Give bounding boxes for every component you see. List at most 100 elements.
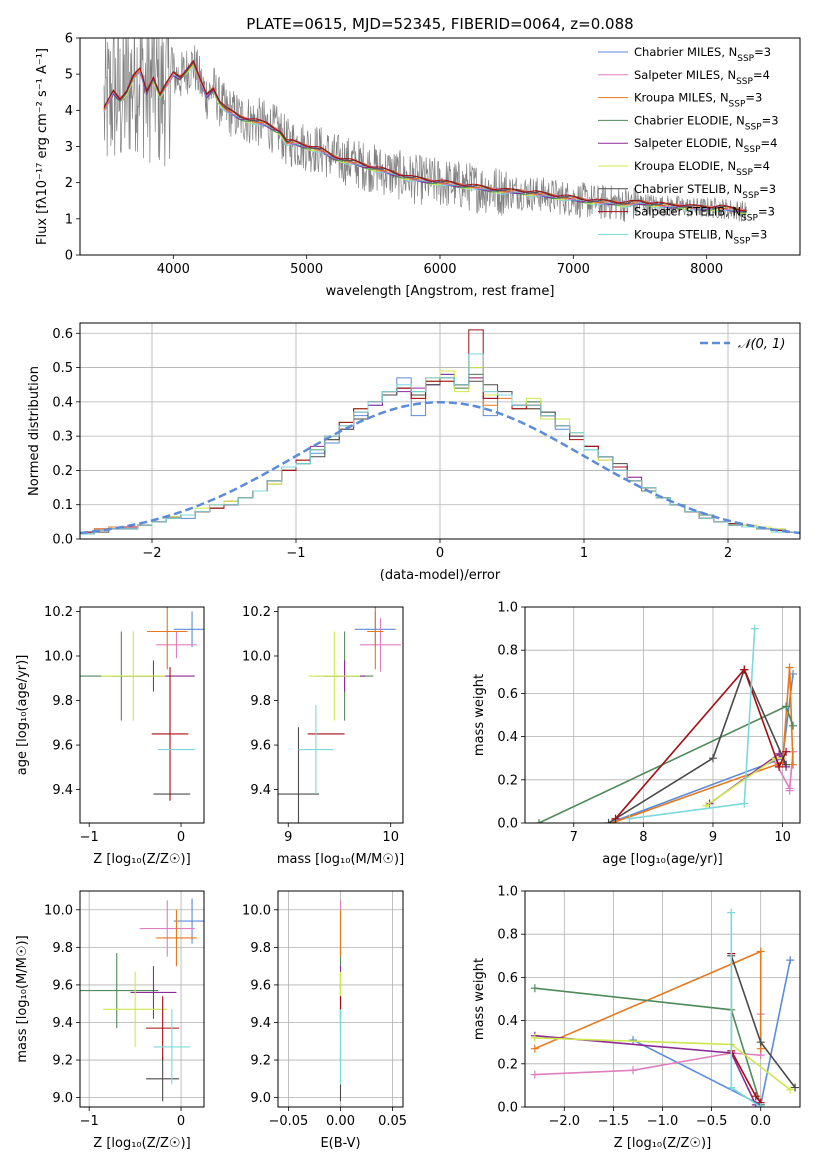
x-tick-label: 4000	[157, 262, 190, 277]
weight-marker	[740, 665, 749, 674]
x-tick-label: 1	[580, 546, 588, 561]
plot-frame	[524, 890, 801, 1108]
x-tick-label: 2	[724, 546, 732, 561]
x-tick-label: −1	[80, 830, 99, 845]
age-vs-metallicity-panel: −1 0 9.4 9.6 9.8 10.0 10.2 Z [log₁₀(Z/Z☉)] age […	[15, 605, 205, 867]
x-tick-label: 0.0	[750, 1114, 771, 1129]
y-tick-label: 6	[65, 32, 73, 47]
y-tick-label: 9.8	[52, 694, 73, 709]
y-axis-label: age [log₁₀(age/yr)]	[15, 655, 30, 776]
y-tick-label: 0.8	[497, 928, 518, 943]
errorbar-area	[80, 898, 204, 1102]
errorbar-salpeter-miles	[359, 618, 401, 672]
weight-vs-metallicity-panel: −2.0 −1.5 −1.0 −0.5 0.0 0.0 0.2 0.4 0.6 0.8 1.0 Z […	[472, 885, 801, 1151]
weight-marker	[625, 814, 634, 823]
legend-label-salpeter-miles: Salpeter MILES, NSSP=4	[634, 68, 770, 87]
weight-marker	[785, 786, 794, 795]
y-tick-label: 1	[65, 212, 73, 227]
model-line-salpeter-stelib	[103, 59, 747, 211]
weight-series-kroupa-stelib	[625, 624, 759, 823]
weight-series-chabrier-elodie	[534, 702, 798, 823]
x-axis-label: age [log₁₀(age/yr)]	[602, 852, 723, 867]
weight-marker	[604, 819, 613, 823]
x-tick-label: −1	[286, 546, 305, 561]
plot-frame	[277, 606, 404, 824]
spectrum-panel: 4000 5000 6000 7000 8000 0 1 2 3 4 5 6 wavelength [A…	[35, 32, 801, 299]
x-tick-label: 9	[284, 830, 292, 845]
x-tick-label: −1.5	[598, 1114, 630, 1129]
x-tick-label: −2.0	[548, 1114, 580, 1129]
x-tick-label: 0.00	[326, 1114, 355, 1129]
y-tick-label: 1.0	[497, 885, 518, 900]
y-tick-label: 9.6	[250, 739, 271, 754]
x-tick-label: 7000	[557, 262, 590, 277]
errorbar-salpeter-miles	[139, 900, 195, 957]
errorbar-salpeter-stelib	[151, 667, 189, 801]
weight-series-kroupa-miles	[530, 947, 765, 1053]
y-tick-label: 9.2	[250, 1054, 271, 1069]
gaussian-curve	[80, 400, 800, 535]
legend-label-gaussian: 𝒩(0, 1)	[738, 337, 785, 352]
errorbar-kroupa-elodie	[102, 971, 168, 1047]
x-tick-label: 6000	[423, 262, 456, 277]
x-tick-label: 0	[177, 1114, 185, 1129]
x-tick-label: 8000	[690, 262, 723, 277]
y-axis-label: Flux [fλ10⁻¹⁷ erg cm⁻² s⁻¹ A⁻¹]	[35, 48, 50, 245]
weight-vs-age-panel: 7 8 9 10 0.0 0.2 0.4 0.6 0.8 1.0 age [log₁₀(age/yr…	[472, 601, 801, 867]
errorbar-kroupa-elodie	[308, 631, 360, 721]
x-tick-label: −1	[80, 1114, 99, 1129]
histogram-kroupa-stelib	[80, 353, 800, 535]
histogram-area	[80, 329, 800, 535]
y-tick-label: 9.0	[250, 1091, 271, 1106]
weight-line	[615, 673, 794, 822]
errorbar-kroupa-elodie	[101, 631, 166, 721]
y-tick-label: 9.4	[52, 1016, 73, 1031]
weight-marker	[530, 1070, 539, 1079]
y-tick-label: 10.0	[44, 903, 73, 918]
y-axis-label: mass weight	[472, 674, 487, 756]
x-tick-label: −2	[142, 546, 161, 561]
x-tick-label: 0.05	[378, 1114, 407, 1129]
y-tick-label: 3	[65, 140, 73, 155]
weight-marker	[751, 1092, 760, 1101]
y-tick-label: 0.3	[52, 430, 73, 445]
y-tick-label: 0.0	[497, 817, 518, 832]
legend-label-chabrier-miles: Chabrier MILES, NSSP=3	[634, 45, 771, 64]
legend-label-kroupa-stelib: Kroupa STELIB, NSSP=3	[634, 227, 767, 246]
weight-marker	[786, 1085, 795, 1094]
weight-marker	[782, 702, 791, 711]
weight-marker	[789, 760, 798, 769]
weight-marker	[756, 1103, 765, 1107]
weight-marker	[629, 1066, 638, 1075]
x-tick-label: 9	[709, 830, 717, 845]
y-tick-label: 9.8	[52, 941, 73, 956]
x-axis-label: (data-model)/error	[380, 568, 501, 583]
x-axis-label: Z [log₁₀(Z/Z☉)]	[93, 1136, 190, 1151]
x-axis-label: Z [log₁₀(Z/Z☉)]	[93, 852, 190, 867]
errorbar-area	[80, 607, 204, 801]
errorbar-chabrier-miles	[173, 898, 204, 944]
weight-series-chabrier-elodie	[530, 984, 765, 1107]
weight-marker	[756, 1038, 765, 1047]
mass-vs-metallicity-panel: −1 0 9.0 9.2 9.4 9.6 9.8 10.0 Z [log₁₀(Z/Z☉)] mas…	[15, 890, 205, 1151]
errorbar-kroupa-stelib	[153, 1009, 191, 1085]
weight-line	[611, 667, 794, 823]
y-axis-label: mass [log₁₀(M/M☉)]	[15, 935, 30, 1062]
weight-series-salpeter-elodie	[530, 1031, 760, 1107]
y-tick-label: 9.4	[52, 783, 73, 798]
weight-series-chabrier-stelib	[604, 665, 791, 823]
legend-label-salpeter-stelib: Salpeter STELIB, NSSP=3	[634, 205, 775, 224]
x-tick-label: 5000	[290, 262, 323, 277]
x-tick-label: 0	[177, 830, 185, 845]
y-tick-label: 9.0	[52, 1091, 73, 1106]
y-tick-label: 0.0	[52, 533, 73, 548]
plot-frame	[79, 890, 205, 1108]
errorbar-kroupa-stelib	[298, 704, 334, 795]
y-tick-label: 9.4	[250, 783, 271, 798]
x-tick-label: 10	[382, 830, 399, 845]
legend-label-chabrier-elodie: Chabrier ELODIE, NSSP=3	[634, 113, 779, 132]
weight-marker	[782, 760, 791, 769]
legend-label-chabrier-stelib: Chabrier STELIB, NSSP=3	[634, 182, 776, 201]
legend-label-kroupa-elodie: Kroupa ELODIE, NSSP=4	[634, 159, 770, 178]
weight-marker	[530, 984, 539, 993]
